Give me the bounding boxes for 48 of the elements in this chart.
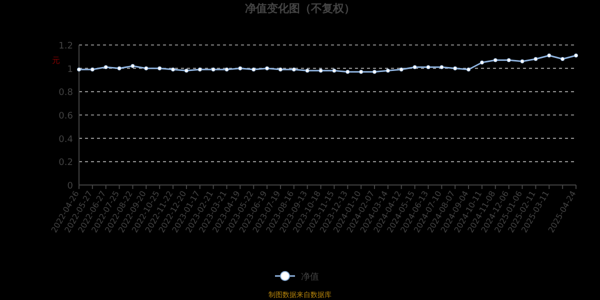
- chart-title: 净值变化图（不复权）: [245, 2, 355, 15]
- point: [265, 66, 270, 70]
- point: [534, 56, 538, 62]
- point: [224, 67, 229, 72]
- point: [386, 68, 390, 73]
- y-tick-label: 0.4: [58, 134, 74, 145]
- point: [480, 60, 484, 65]
- point: [104, 65, 108, 70]
- point: [372, 70, 377, 74]
- y-axis-title: 元: [52, 56, 60, 65]
- point: [130, 64, 135, 68]
- point: [520, 59, 524, 64]
- point: [76, 67, 82, 72]
- point: [346, 70, 350, 74]
- point: [440, 65, 444, 70]
- y-tick-label: 1.2: [58, 42, 73, 52]
- point: [292, 67, 296, 72]
- point: [453, 66, 458, 70]
- point: [574, 53, 578, 58]
- y-tick-label: 0.2: [58, 158, 73, 168]
- point: [211, 67, 216, 72]
- point: [332, 68, 336, 73]
- point: [144, 66, 148, 70]
- y-tick-label: 0: [67, 182, 74, 192]
- y-tick-label: 0.6: [58, 112, 74, 122]
- point: [466, 67, 471, 72]
- point: [493, 58, 498, 62]
- point: [560, 56, 565, 62]
- legend-label: 净值: [301, 272, 319, 282]
- point: [318, 68, 323, 73]
- point: [117, 66, 122, 70]
- point: [184, 68, 189, 73]
- point: [278, 67, 283, 72]
- point: [238, 66, 242, 70]
- point: [506, 58, 511, 62]
- point: [412, 65, 417, 70]
- point: [547, 53, 552, 58]
- point: [399, 67, 404, 72]
- point: [252, 67, 256, 72]
- y-tick-label: 1: [67, 64, 73, 75]
- point: [359, 70, 364, 74]
- point: [426, 65, 430, 70]
- point: [158, 66, 162, 70]
- point: [170, 67, 176, 72]
- point: [305, 68, 310, 73]
- y-tick-label: 0.8: [58, 88, 74, 98]
- point: [90, 67, 94, 72]
- point: [198, 67, 202, 72]
